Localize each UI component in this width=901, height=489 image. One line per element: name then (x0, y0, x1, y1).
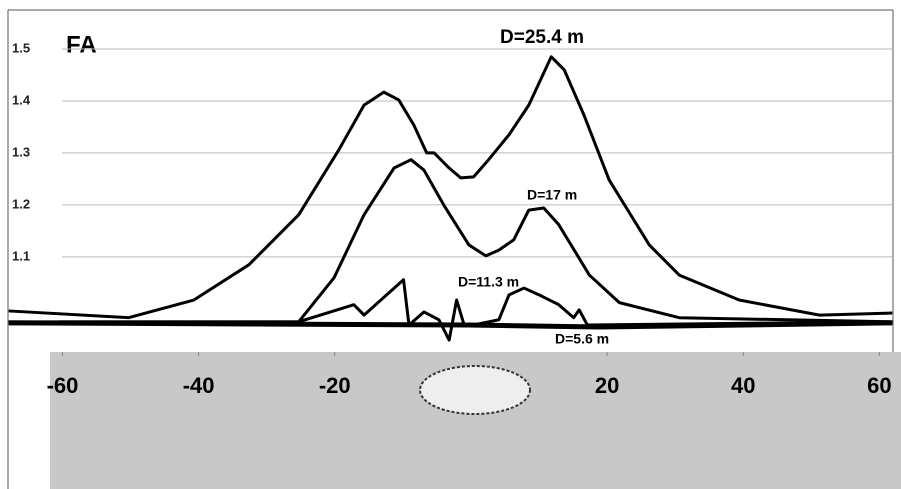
chart-title: FA (66, 31, 97, 58)
line-series (58, 158, 893, 324)
y-tick-label: 1.1 (12, 248, 30, 263)
x-tick-label: 60 (867, 373, 891, 398)
y-tick-label: 1.4 (12, 92, 31, 107)
x-tick-label: -20 (319, 373, 351, 398)
line-series (8, 320, 893, 330)
series-label: D=11.3 m (458, 274, 519, 290)
y-tick-label: 1.5 (12, 40, 30, 55)
line-series (8, 55, 893, 320)
y-tick-label: 1.3 (12, 144, 30, 159)
series-label: D=25.4 m (500, 27, 584, 48)
x-tick-label: -40 (183, 373, 215, 398)
series-label: D=5.6 m (555, 331, 609, 347)
line-series (8, 278, 893, 342)
x-tick-label: 20 (595, 373, 619, 398)
x-tick-label: 40 (731, 373, 755, 398)
x-tick-label: -60 (47, 373, 79, 398)
series-label: D=17 m (527, 187, 577, 203)
y-tick-label: 1.2 (12, 196, 30, 211)
car (419, 365, 531, 415)
